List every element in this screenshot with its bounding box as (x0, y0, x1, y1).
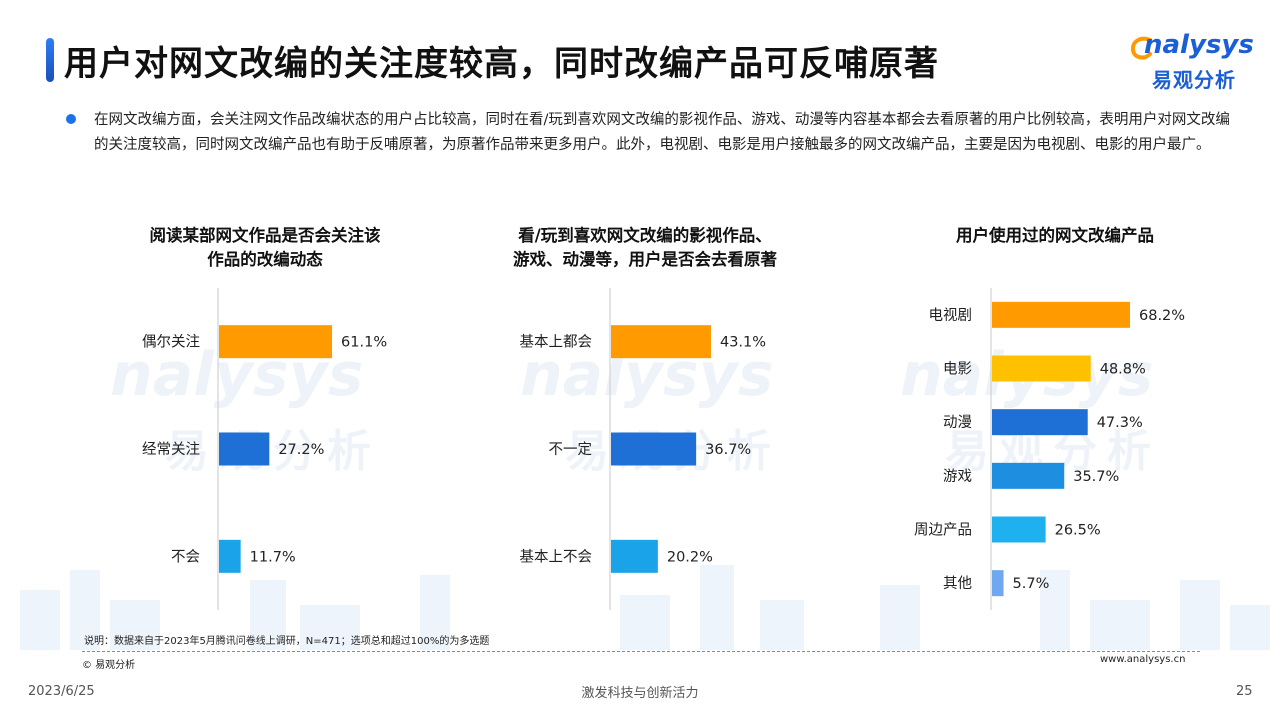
chart-2: 基本上都会 43.1% 不一定 36.7% 基本上不会 20.2% (520, 288, 766, 610)
footer-divider (82, 651, 1200, 652)
chart-2-title: 看/玩到喜欢网文改编的影视作品、 游戏、动漫等，用户是否会去看原著 (470, 224, 820, 272)
chart-2-bar-1 (611, 325, 711, 359)
copyright-text: © 易观分析 (82, 660, 136, 671)
chart-3-bar-3 (992, 409, 1088, 436)
chart-1: 偶尔关注 61.1% 经常关注 27.2% 不会 11.7% (142, 288, 387, 610)
chart-1-title: 阅读某部网文作品是否会关注该 作品的改编动态 (100, 224, 430, 272)
chart-3-category-label-5: 周边产品 (914, 522, 972, 539)
chart-3-value-label-3: 47.3% (1097, 415, 1143, 431)
chart-1-bar-1 (219, 325, 333, 359)
chart-1-value-label-1: 61.1% (341, 335, 387, 351)
chart-1-bar-3 (219, 539, 241, 573)
logo-text-cn: 易观分析 (1152, 68, 1236, 92)
chart-2-value-label-3: 20.2% (667, 549, 713, 565)
chart-1-category-label-3: 不会 (171, 548, 200, 565)
slogan: 激发科技与创新活力 (581, 686, 699, 701)
chart-3-category-label-1: 电视剧 (929, 307, 973, 324)
chart-1-bar-2 (219, 432, 270, 466)
logo-swoosh-icon (1130, 36, 1152, 60)
data-source-note: 说明：数据来自于2023年5月腾讯问卷线上调研，N=471；选项总和超过100%… (84, 636, 490, 647)
chart-1-category-label-1: 偶尔关注 (142, 334, 200, 351)
chart-2-title-line-2: 游戏、动漫等，用户是否会去看原著 (513, 250, 777, 269)
website-link[interactable]: www.analysys.cn (1100, 654, 1186, 665)
chart-3: 电视剧 68.2% 电影 48.8% 动漫 47.3% 游戏 35.7% 周边产品 26.5% 其他… (914, 288, 1185, 610)
report-date: 2023/6/25 (28, 684, 95, 699)
logo-text-en: nalysys (1144, 30, 1254, 60)
bullet-icon (66, 114, 76, 124)
chart-2-title-line-1: 看/玩到喜欢网文改编的影视作品、 (518, 226, 772, 245)
chart-1-value-label-2: 27.2% (278, 442, 324, 458)
chart-3-value-label-1: 68.2% (1139, 308, 1185, 324)
chart-3-title-line-1: 用户使用过的网文改编产品 (956, 226, 1154, 245)
chart-3-value-label-2: 48.8% (1100, 362, 1146, 378)
chart-2-value-label-2: 36.7% (705, 442, 751, 458)
chart-3-bar-2 (992, 355, 1091, 382)
chart-2-category-label-1: 基本上都会 (520, 334, 593, 351)
chart-3-category-label-3: 动漫 (943, 414, 972, 431)
intro-paragraph: 在网文改编方面，会关注网文作品改编状态的用户占比较高，同时在看/玩到喜欢网文改编… (94, 112, 1230, 153)
chart-1-category-label-2: 经常关注 (142, 441, 200, 458)
chart-2-value-label-1: 43.1% (720, 335, 766, 351)
chart-3-category-label-6: 其他 (943, 575, 972, 592)
chart-3-bar-4 (992, 462, 1065, 489)
chart-1-title-line-2: 作品的改编动态 (207, 250, 323, 269)
page-title: 用户对网文改编的关注度较高，同时改编产品可反哺原著 (64, 44, 939, 84)
chart-2-bar-2 (611, 432, 697, 466)
page-number: 25 (1236, 684, 1253, 699)
chart-3-bar-6 (992, 570, 1004, 597)
title-accent-bar (46, 38, 54, 82)
chart-3-bar-5 (992, 516, 1046, 543)
chart-1-value-label-3: 11.7% (250, 549, 296, 565)
chart-3-category-label-2: 电影 (943, 361, 972, 378)
chart-3-title: 用户使用过的网文改编产品 (900, 224, 1210, 248)
chart-3-bar-1 (992, 301, 1130, 328)
chart-2-bar-3 (611, 539, 658, 573)
chart-3-value-label-6: 5.7% (1013, 576, 1050, 592)
chart-3-category-label-4: 游戏 (943, 468, 972, 485)
chart-1-title-line-1: 阅读某部网文作品是否会关注该 (149, 226, 381, 245)
chart-2-category-label-3: 基本上不会 (520, 548, 593, 565)
chart-3-value-label-5: 26.5% (1055, 523, 1101, 539)
city-skyline-decoration (20, 565, 1270, 650)
analysys-logo: nalysys 易观分析 (1130, 30, 1260, 92)
chart-2-category-label-2: 不一定 (549, 441, 593, 458)
chart-3-value-label-4: 35.7% (1073, 469, 1119, 485)
